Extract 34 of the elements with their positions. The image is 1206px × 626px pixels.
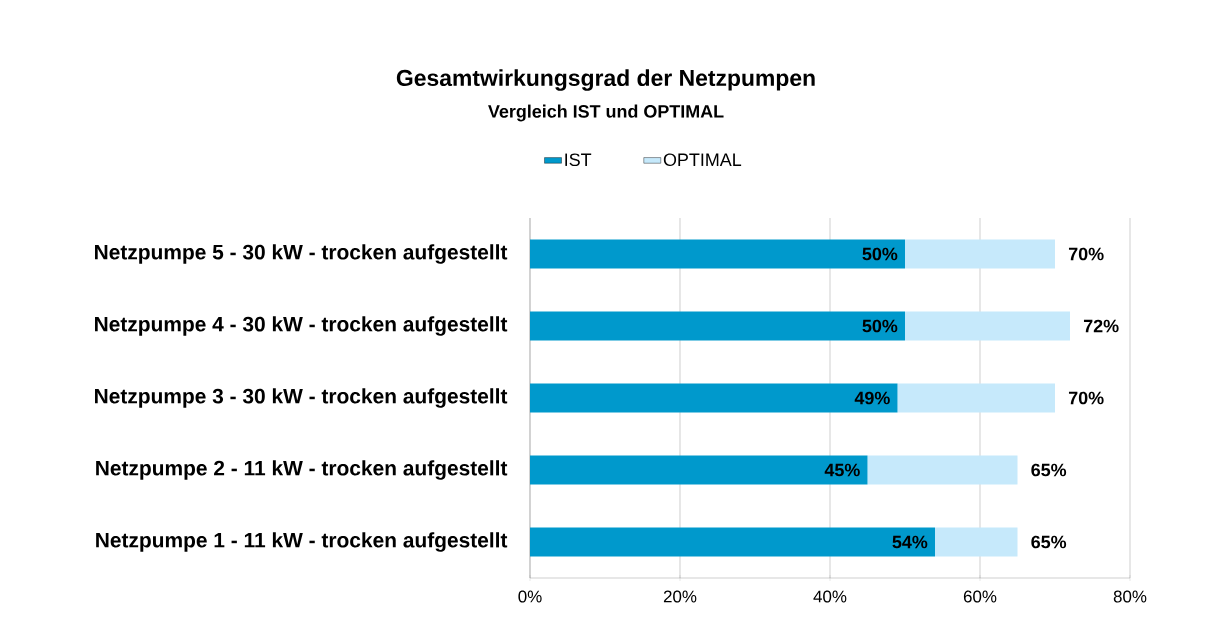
data-label: 49%	[854, 391, 890, 405]
x-tick-label: 60%	[963, 590, 997, 603]
x-tick-label: 80%	[1113, 590, 1147, 603]
data-label: 45%	[824, 463, 860, 477]
bar	[905, 311, 1070, 341]
bar	[530, 311, 905, 341]
total-label: 72%	[1083, 319, 1119, 333]
total-label: 65%	[1031, 463, 1067, 477]
bar	[897, 383, 1055, 413]
y-tick-label: Netzpumpe 2 - 11 kW - trocken aufgestellt	[96, 460, 508, 480]
x-tick-label: 0%	[518, 590, 542, 603]
y-tick-label: Netzpumpe 4 - 30 kW - trocken aufgestellt	[95, 316, 508, 336]
total-label: 65%	[1031, 535, 1067, 549]
bar	[530, 527, 935, 557]
bar	[867, 455, 1018, 485]
chart-title: Gesamtwirkungsgrad der Netzpumpen	[396, 69, 815, 91]
x-tick-label: 40%	[813, 590, 847, 603]
total-label: 70%	[1068, 391, 1104, 405]
data-label: 50%	[862, 247, 898, 261]
y-tick-label: Netzpumpe 1 - 11 kW - trocken aufgestellt	[96, 532, 508, 552]
legend-label: IST	[565, 153, 592, 167]
bar	[530, 455, 868, 485]
data-label: 50%	[862, 319, 898, 333]
bar	[935, 527, 1018, 557]
y-tick-label: Netzpumpe 3 - 30 kW - trocken aufgestellt	[95, 388, 508, 408]
bar	[905, 239, 1055, 269]
legend-label: OPTIMAL	[663, 153, 742, 167]
x-tick-label: 20%	[663, 590, 697, 603]
bar	[530, 239, 905, 269]
data-label: 54%	[892, 535, 928, 549]
bar	[530, 383, 898, 413]
total-label: 70%	[1068, 247, 1104, 261]
chart-subtitle: Vergleich IST und OPTIMAL	[488, 104, 724, 122]
y-tick-label: Netzpumpe 5 - 30 kW - trocken aufgestellt	[95, 244, 508, 264]
